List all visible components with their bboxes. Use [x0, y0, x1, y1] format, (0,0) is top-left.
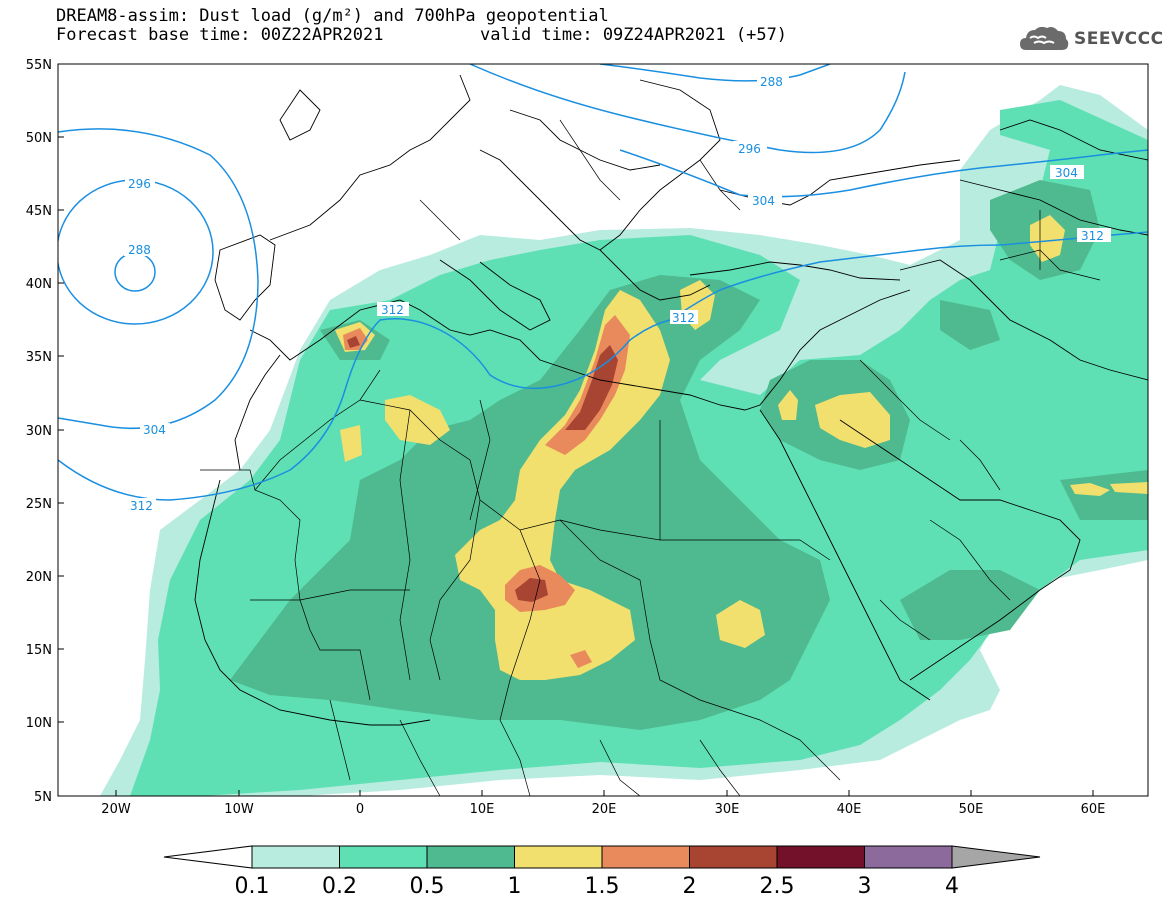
map-title: DREAM8-assim: Dust load (g/m²) and 700hP…: [56, 6, 609, 26]
contour-label: 312: [381, 303, 404, 317]
contour-label: 296: [128, 177, 151, 191]
country-borders: [200, 119, 1101, 796]
contour-label: 304: [752, 194, 775, 208]
cloud-icon: [1020, 26, 1069, 50]
contour-label: 312: [672, 311, 695, 325]
colorbar-label: 4: [945, 874, 959, 899]
contour-label: 288: [760, 75, 783, 89]
colorbar-segment: [251, 845, 340, 869]
lat-tick-label: 50N: [26, 131, 52, 146]
colorbar-segment: [864, 845, 953, 869]
colorbar-under-arrow: [163, 845, 253, 869]
lon-tick-label: 60E: [1081, 802, 1106, 817]
colorbar-over-arrow: [951, 845, 1041, 869]
lon-tick-label: 50E: [959, 802, 984, 817]
contour-label: 304: [1055, 166, 1078, 180]
lon-tick-label: 10W: [224, 802, 254, 817]
valid-time: valid time: 09Z24APR2021 (+57): [480, 25, 788, 45]
contour-label: 312: [1081, 229, 1104, 243]
lat-tick-label: 15N: [26, 643, 52, 658]
tick-marks: [58, 136, 1094, 796]
contour-label: 288: [128, 243, 151, 257]
colorbar-label: 0.2: [322, 874, 357, 899]
colorbar-label: 2: [683, 874, 697, 899]
colorbar-label: 3: [858, 874, 872, 899]
lat-tick-label: 20N: [26, 570, 52, 585]
lat-tick-label: 40N: [26, 277, 52, 292]
dust-level-2: [347, 336, 618, 602]
lon-tick-label: 10E: [470, 802, 495, 817]
lat-tick-label: 30N: [26, 424, 52, 439]
colorbar-segment: [776, 845, 865, 869]
lat-tick-label: 35N: [26, 350, 52, 365]
colorbar-label: 1: [508, 874, 522, 899]
lon-tick-label: 40E: [837, 802, 862, 817]
lat-tick-label: 5N: [34, 790, 52, 805]
colorbar-segment: [514, 845, 603, 869]
colorbar-label: 2.5: [760, 874, 795, 899]
colorbar-label: 1.5: [585, 874, 620, 899]
colorbar-segment: [339, 845, 428, 869]
lat-tick-label: 25N: [26, 497, 52, 512]
latitude-labels: 55N 50N 45N 40N 35N 30N 25N 20N 15N 10N …: [26, 58, 52, 805]
logo-text: SEEVCCC: [1074, 29, 1164, 49]
colorbar-labels: 0.1 0.2 0.5 1 1.5 2 2.5 3 4: [235, 874, 960, 899]
colorbar: [163, 845, 1041, 869]
colorbar-segment: [426, 845, 515, 869]
contour-label: 304: [143, 423, 166, 437]
lon-tick-label: 20E: [592, 802, 617, 817]
forecast-base-time: Forecast base time: 00Z22APR2021: [56, 25, 384, 45]
lat-tick-label: 55N: [26, 58, 52, 73]
map-field: 288 296 304 312 296 304 288 304 312 312 …: [58, 64, 1148, 796]
colorbar-segment: [689, 845, 778, 869]
lon-tick-label: 0: [356, 802, 364, 817]
longitude-labels: 20W 10W 0 10E 20E 30E 40E 50E 60E: [101, 802, 1105, 817]
lon-tick-label: 30E: [715, 802, 740, 817]
logo: SEEVCCC: [1018, 24, 1164, 54]
contour-label: 296: [738, 142, 761, 156]
contour-label: 312: [130, 499, 153, 513]
lat-tick-label: 10N: [26, 716, 52, 731]
colorbar-segment: [601, 845, 690, 869]
colorbar-label: 0.1: [235, 874, 270, 899]
contour-labels: 288 296 304 312 296 304 288 304 312 312 …: [124, 74, 1111, 513]
lon-tick-label: 20W: [101, 802, 131, 817]
colorbar-label: 0.5: [410, 874, 445, 899]
lat-tick-label: 45N: [26, 204, 52, 219]
